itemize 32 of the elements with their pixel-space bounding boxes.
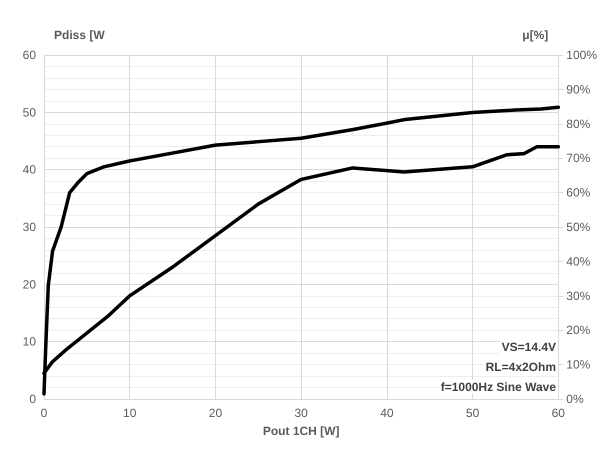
annotation: RL=4x2Ohm (486, 360, 556, 374)
x-tick-label: 60 (552, 406, 566, 420)
y-tick-label: 60 (22, 48, 36, 62)
y2-tick-label: 90% (566, 82, 591, 96)
y2-tick-label: 20% (566, 323, 591, 338)
y2-tick-label: 60% (566, 186, 591, 200)
y-tick-label: 10 (22, 334, 36, 349)
x-tick-label: 20 (208, 406, 222, 420)
y-tick-label: 0 (29, 392, 36, 406)
y2-tick-label: 40% (566, 254, 591, 268)
y2-tick-label: 70% (566, 151, 591, 166)
line-series (42, 106, 560, 396)
y2-tick-label: 50% (566, 220, 591, 234)
y-tick-label: 20 (22, 277, 36, 292)
annotation: VS=14.4V (502, 340, 556, 354)
x-tick-label: 0 (40, 406, 48, 420)
x-tick-label: 50 (466, 406, 480, 420)
y-axis-title: Pdiss [W (54, 28, 106, 42)
y2-tick-label: 0% (566, 392, 584, 406)
y2-tick-label: 100% (566, 48, 598, 62)
y-tick-label: 40 (22, 162, 36, 177)
annotation: f=1000Hz Sine Wave (440, 380, 556, 394)
y2-tick-label: 10% (566, 358, 591, 372)
x-axis-title: Pout 1CH [W] (262, 424, 340, 438)
y-tick-label: 50 (22, 105, 36, 120)
y2-axis-title: μ[%] (522, 28, 548, 42)
y2-tick-label: 80% (566, 116, 591, 131)
x-tick-label: 40 (380, 406, 394, 420)
x-tick-label: 30 (294, 406, 308, 420)
x-tick-label: 10 (123, 406, 137, 420)
y2-tick-label: 30% (566, 288, 591, 303)
y-tick-label: 30 (22, 220, 36, 234)
